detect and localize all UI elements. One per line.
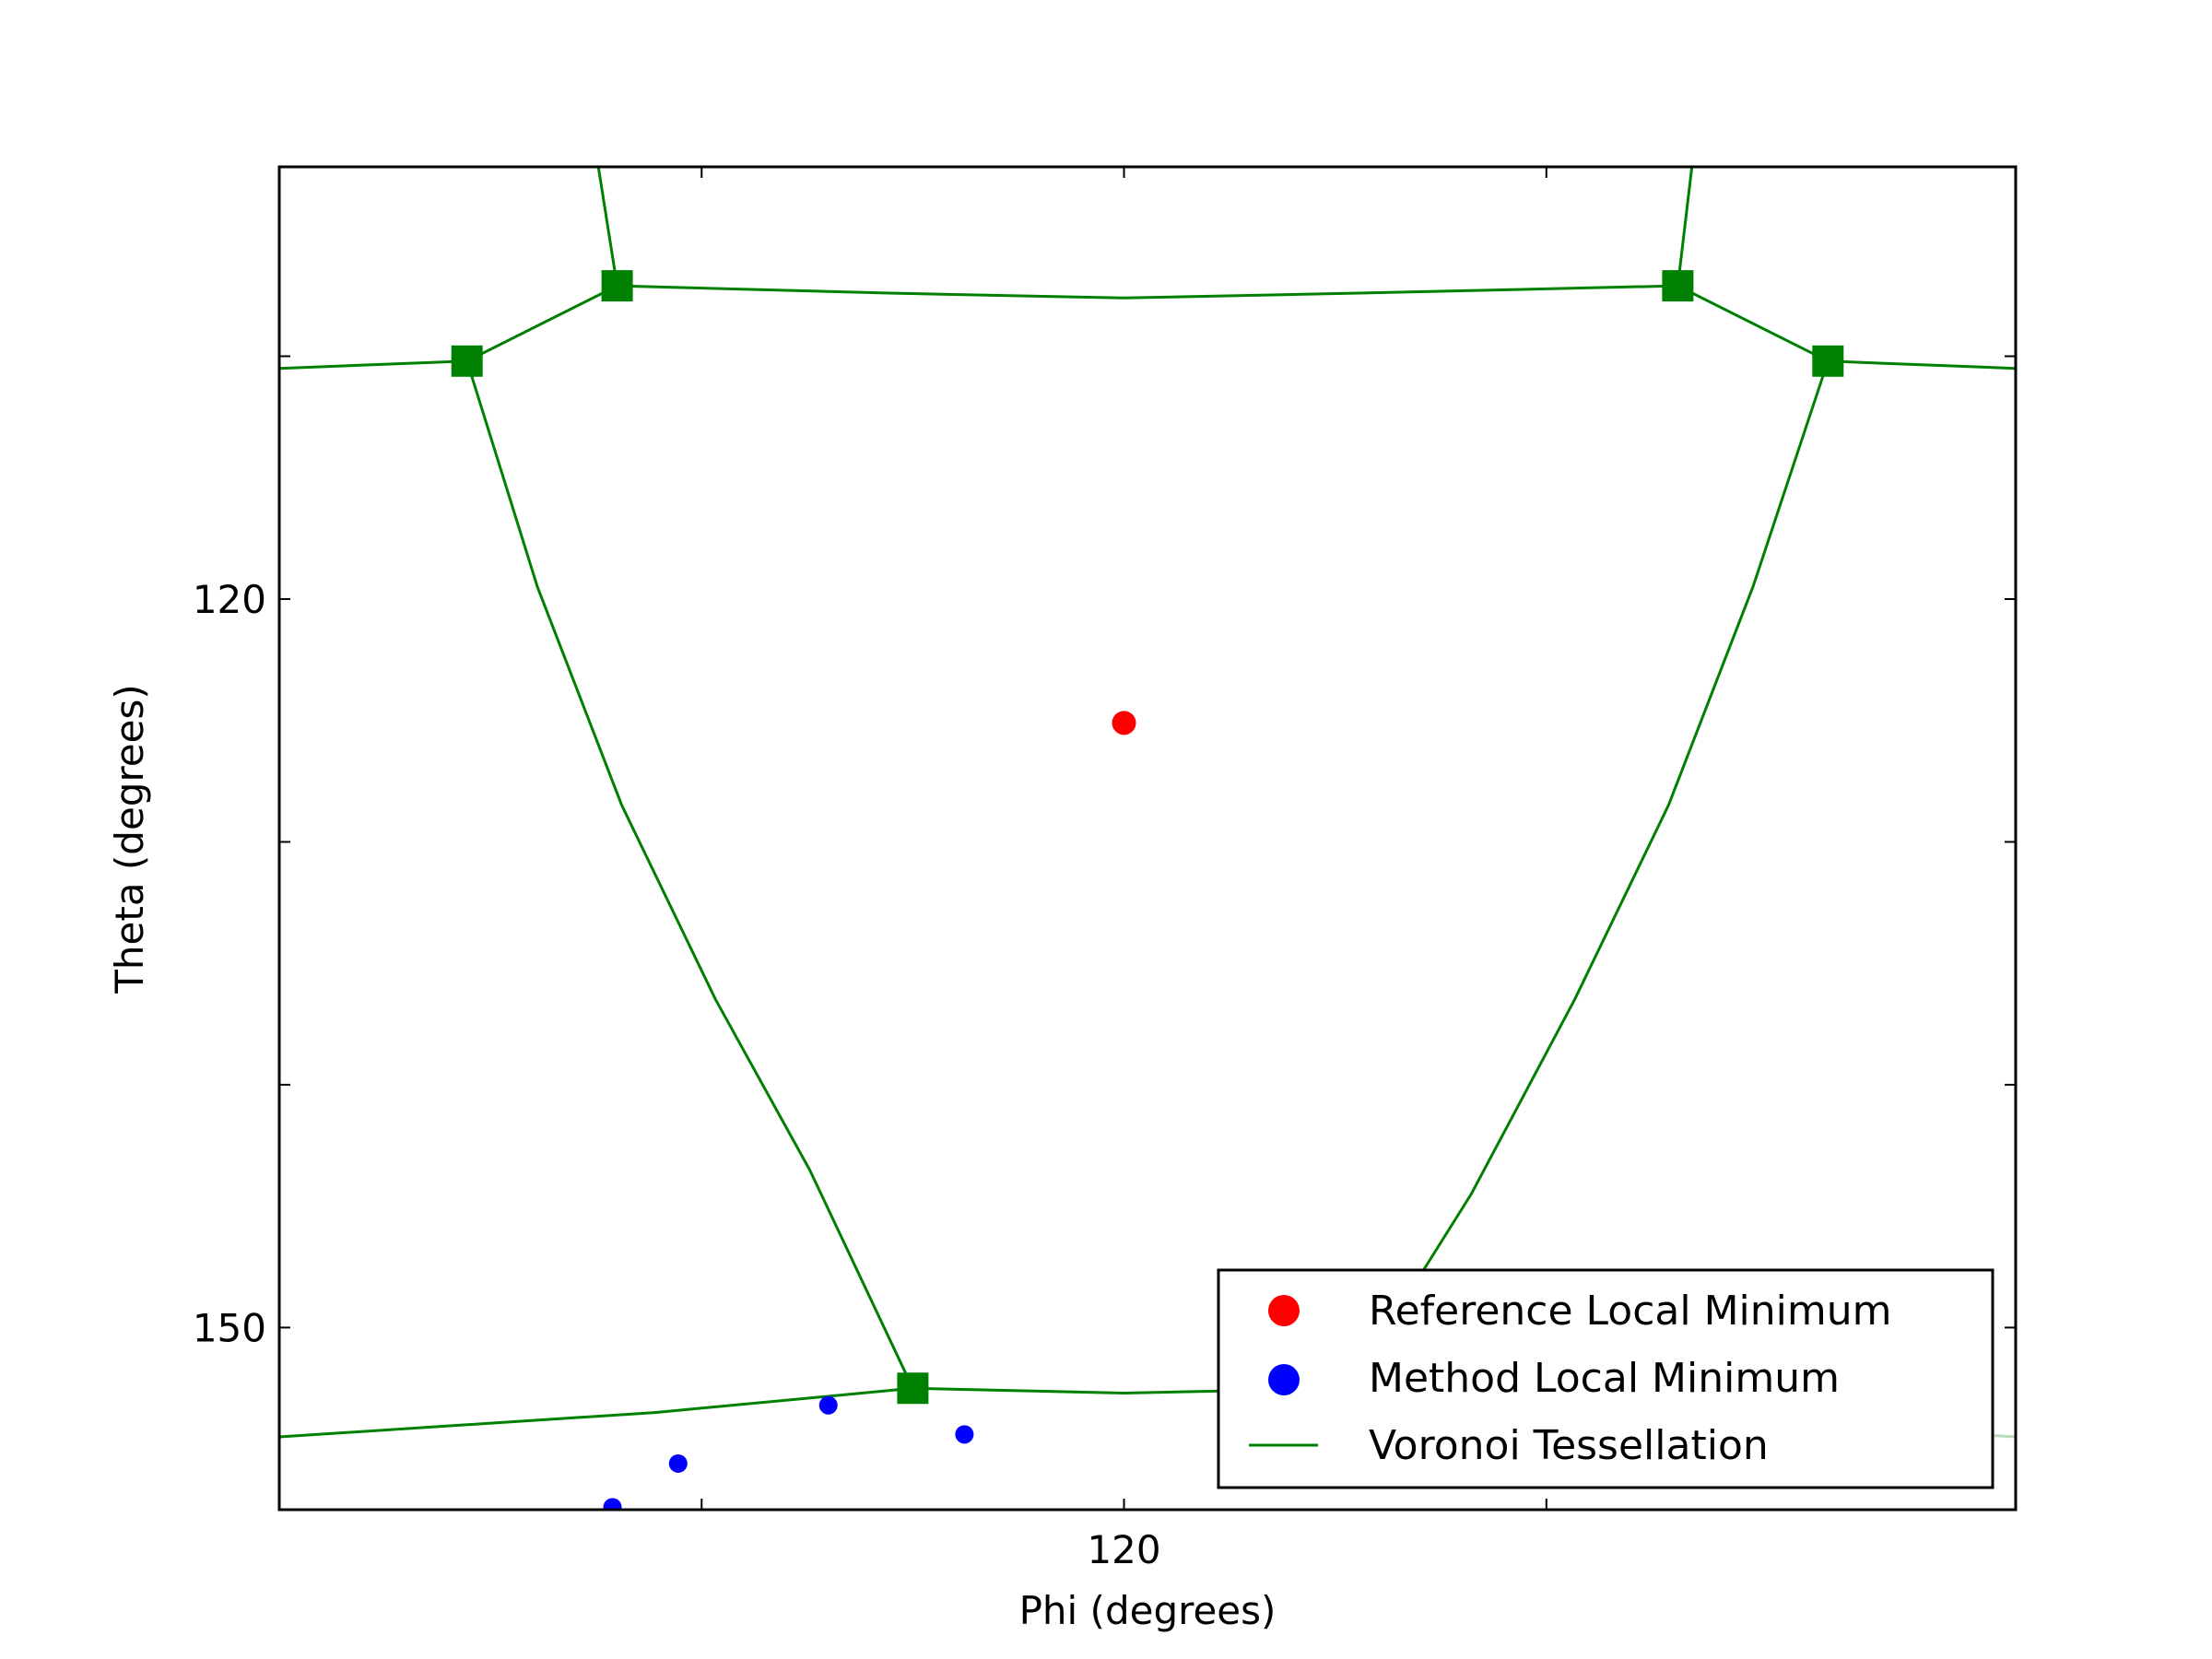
x-tick-label-1: 120 — [1087, 1527, 1160, 1572]
voronoi-edge-0 — [596, 167, 619, 287]
method-minimum-point-1 — [668, 1453, 688, 1473]
voronoi-vertex-1 — [601, 270, 633, 302]
voronoi-edge-5 — [1677, 284, 1829, 363]
voronoi-vertex-0 — [451, 345, 483, 377]
y-tick-label-4: 150 — [193, 1305, 266, 1350]
voronoi-vertex-3 — [1812, 345, 1844, 377]
voronoi-edge-4 — [1676, 167, 1694, 287]
legend: Reference Local Minimum Method Local Min… — [1217, 1268, 1994, 1489]
voronoi-edge-10 — [1347, 360, 1830, 1390]
voronoi-edge-6 — [1828, 359, 2016, 371]
y-axis-label: Theta (degrees) — [107, 684, 152, 994]
legend-label-reference: Reference Local Minimum — [1369, 1288, 1892, 1335]
x-axis-label: Phi (degrees) — [1019, 1588, 1277, 1633]
voronoi-edge-2 — [279, 359, 467, 371]
method-minimum-point-2 — [818, 1395, 838, 1415]
voronoi-vertex-2 — [1662, 270, 1694, 302]
axes-frame — [277, 165, 2018, 1512]
y-tick-label-1: 120 — [193, 577, 266, 622]
voronoi-vertex-4 — [897, 1372, 929, 1405]
legend-box — [1217, 1268, 1994, 1489]
voronoi-edge-7 — [465, 360, 914, 1389]
axis-ticks: 120 120 150 — [193, 167, 2016, 1572]
voronoi-edge-1 — [466, 284, 618, 363]
legend-marker-reference — [1268, 1295, 1300, 1326]
voronoi-edge-3 — [617, 284, 1678, 300]
legend-marker-method — [1268, 1364, 1300, 1395]
legend-label-method: Method Local Minimum — [1369, 1355, 1840, 1402]
reference-minimum-point-0 — [1112, 711, 1136, 735]
voronoi-edge-9 — [279, 1386, 913, 1439]
method-minimum-point-0 — [603, 1498, 622, 1510]
legend-label-voronoi: Voronoi Tessellation — [1369, 1422, 1769, 1469]
method-minimum-point-3 — [955, 1425, 974, 1444]
